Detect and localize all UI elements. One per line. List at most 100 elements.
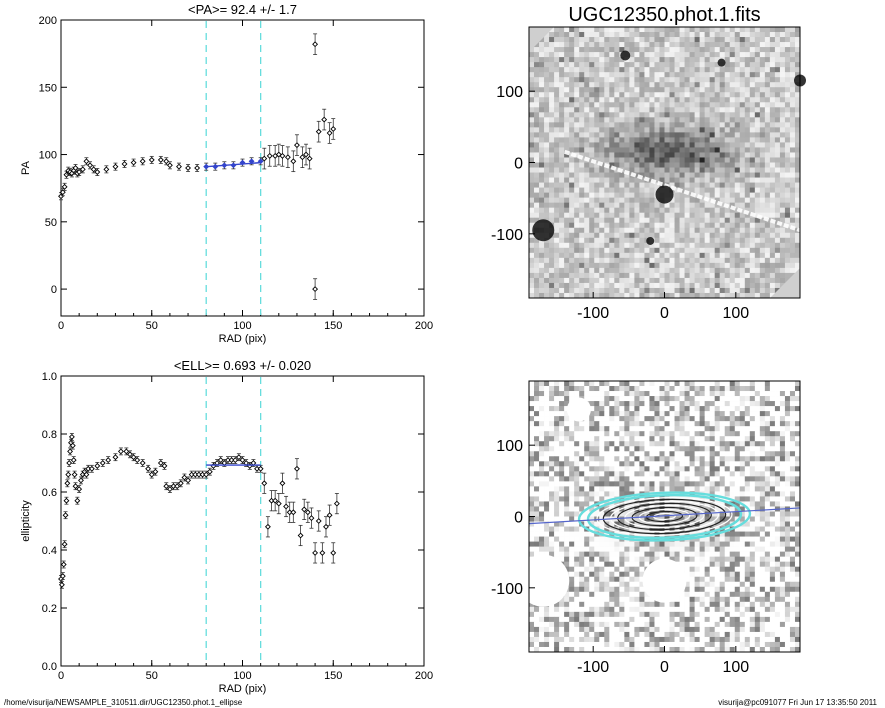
image-pixel — [634, 87, 640, 93]
image-pixel — [794, 42, 801, 48]
image-pixel — [789, 52, 796, 58]
image-pixel — [559, 107, 565, 113]
image-pixel — [579, 102, 585, 108]
image-pixel — [599, 257, 605, 264]
image-pixel — [624, 27, 630, 33]
image-pixel — [604, 117, 610, 123]
image-pixel — [619, 237, 625, 244]
image-pixel — [594, 421, 600, 427]
image-pixel — [759, 42, 766, 48]
image-pixel — [784, 132, 791, 138]
image-pixel — [569, 491, 575, 497]
image-pixel — [684, 436, 690, 442]
image-pixel — [599, 97, 605, 103]
image-pixel — [589, 252, 595, 259]
image-pixel — [714, 426, 721, 432]
image-pixel — [699, 247, 705, 254]
image-pixel — [654, 222, 660, 229]
image-pixel — [569, 127, 575, 133]
image-pixel — [764, 102, 771, 108]
image-pixel — [549, 52, 555, 58]
image-pixel — [744, 147, 751, 153]
image-pixel — [789, 386, 796, 392]
image-pixel — [709, 486, 715, 492]
image-pixel — [779, 137, 786, 143]
image-pixel — [744, 267, 751, 274]
image-pixel — [709, 232, 715, 239]
image-pixel — [709, 162, 715, 168]
image-pixel — [649, 391, 655, 397]
image-pixel — [704, 456, 710, 462]
image-pixel — [609, 32, 615, 38]
image-pixel — [559, 92, 565, 98]
image-pixel — [754, 72, 761, 78]
image-pixel — [659, 102, 665, 108]
image-pixel — [789, 232, 796, 239]
image-pixel — [724, 381, 731, 387]
image-pixel — [549, 157, 555, 163]
image-pixel — [714, 411, 721, 417]
image-pixel — [604, 142, 610, 148]
image-pixel — [554, 42, 560, 48]
image-pixel — [684, 167, 690, 173]
image-pixel — [574, 486, 580, 492]
image-pixel — [684, 187, 690, 193]
data-point — [105, 457, 112, 464]
image-pixel — [594, 87, 600, 93]
image-pixel — [579, 282, 585, 289]
image-pixel — [624, 222, 630, 229]
image-pixel — [649, 192, 655, 198]
image-pixel — [634, 37, 640, 43]
image-pixel — [594, 237, 600, 244]
image-pixel — [684, 426, 690, 432]
image-pixel — [649, 247, 655, 254]
image-pixel — [544, 262, 550, 269]
image-pixel — [649, 207, 655, 213]
image-pixel — [684, 177, 690, 183]
image-pixel — [554, 232, 560, 239]
image-pixel — [584, 67, 590, 73]
image-pixel — [739, 481, 746, 487]
image-pixel — [584, 282, 590, 289]
image-pixel — [604, 82, 610, 88]
image-pixel — [534, 292, 540, 299]
image-pixel — [789, 137, 796, 143]
image-pixel — [654, 292, 660, 299]
image-pixel — [754, 436, 761, 442]
image-pixel — [734, 406, 741, 412]
image-pixel — [589, 292, 595, 299]
image-pixel — [574, 292, 580, 299]
image-pixel — [589, 217, 595, 224]
image-pixel — [614, 426, 620, 432]
image-pixel — [574, 37, 580, 43]
image-pixel — [639, 242, 645, 249]
image-pixel — [794, 242, 801, 249]
image-pixel — [719, 242, 726, 249]
image-pixel — [769, 411, 776, 417]
image-pixel — [604, 252, 610, 259]
image-pixel — [529, 451, 535, 457]
image-pixel — [594, 72, 600, 78]
image-pixel — [579, 451, 585, 457]
image-pixel — [564, 436, 570, 442]
image-pixel — [584, 396, 590, 402]
image-pixel — [614, 277, 620, 284]
image-pixel — [649, 386, 655, 392]
image-pixel — [549, 242, 555, 249]
image-pixel — [674, 162, 680, 168]
image-pixel — [719, 476, 726, 482]
image-pixel — [594, 182, 600, 188]
image-pixel — [639, 277, 645, 284]
image-pixel — [574, 431, 580, 437]
image-pixel — [704, 97, 710, 103]
image-pixel — [704, 416, 710, 422]
image-pixel — [614, 132, 620, 138]
image-pixel — [714, 416, 721, 422]
image-pixel — [624, 252, 630, 259]
image-pixel — [744, 212, 751, 219]
image-pixel — [789, 82, 796, 88]
image-pixel — [744, 441, 751, 447]
image-pixel — [554, 112, 560, 118]
image-pixel — [619, 122, 625, 128]
image-pixel — [689, 132, 695, 138]
